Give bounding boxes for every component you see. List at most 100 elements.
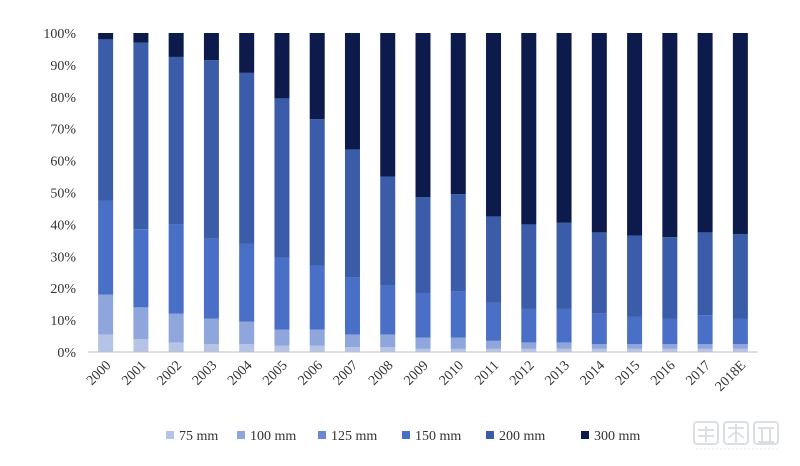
bar-segment <box>274 257 290 330</box>
y-tick-label: 0% <box>57 346 76 361</box>
bar-segment <box>627 348 643 352</box>
x-tick-label: 2008 <box>366 358 396 388</box>
bar-segment <box>98 200 114 295</box>
bar-segment <box>344 347 360 352</box>
x-tick-label: 2016 <box>648 358 678 388</box>
legend-label: 100 mm <box>250 429 296 444</box>
x-tick-label: 2011 <box>472 358 502 388</box>
bar-segment <box>380 33 396 177</box>
bar-segment <box>98 334 114 352</box>
bar-segment <box>380 176 396 286</box>
bar-segment <box>344 334 360 348</box>
x-tick-label: 2006 <box>296 358 326 388</box>
x-tick-label: 2010 <box>437 358 467 388</box>
legend-swatch <box>581 431 589 439</box>
bar-segment <box>133 307 149 340</box>
bar-segment <box>133 339 149 352</box>
bar-segment <box>274 33 290 99</box>
bar-segment <box>697 315 713 345</box>
bar-segment <box>309 119 325 266</box>
bar-segment <box>344 149 360 278</box>
bar-segment <box>697 232 713 316</box>
legend-swatch <box>318 431 326 439</box>
bar-segment <box>556 348 572 352</box>
x-tick-label: 2005 <box>260 358 290 388</box>
bar-segment <box>662 348 678 352</box>
bar-segment <box>486 33 502 217</box>
bar-segment <box>521 33 537 225</box>
bar-segment <box>380 334 396 348</box>
bar-segment <box>450 348 466 352</box>
bar-segment <box>486 340 502 349</box>
bar-segment <box>133 33 149 43</box>
y-tick-label: 10% <box>50 314 76 329</box>
bar-segment <box>344 33 360 150</box>
bar-segment <box>591 344 607 349</box>
bar-segment <box>203 318 219 345</box>
bar-segment <box>133 42 149 230</box>
bar-segment <box>380 285 396 335</box>
y-axis: 0% 10% 20% 30% 40% 50% 60% 70% 80% 90% 100% <box>43 27 76 361</box>
x-tick-label: 2004 <box>225 358 255 388</box>
bar-segment <box>380 347 396 352</box>
y-tick-label: 20% <box>50 282 76 297</box>
bar-segment <box>556 342 572 349</box>
bar-segment <box>556 308 572 343</box>
bar-segment <box>627 316 643 345</box>
y-tick-label: 70% <box>50 123 76 138</box>
bar-segment <box>450 291 466 338</box>
bar-segment <box>521 348 537 352</box>
bar-segment <box>732 233 748 319</box>
legend-label: 125 mm <box>331 429 377 444</box>
bar-segment <box>168 56 184 225</box>
bar-segment <box>239 33 255 73</box>
x-tick-label: 2009 <box>401 358 431 388</box>
bar-segment <box>732 348 748 352</box>
bar-segment <box>415 337 431 349</box>
bar-segment <box>239 243 255 322</box>
bar-segment <box>627 33 643 236</box>
bar-segment <box>521 224 537 309</box>
bar-segment <box>203 238 219 319</box>
bar-segment <box>591 33 607 233</box>
bar-segment <box>732 344 748 349</box>
legend-item: 150 mm <box>402 429 461 444</box>
bar-segment <box>662 237 678 319</box>
legend-item: 75 mm <box>166 429 218 444</box>
bar-segment <box>486 348 502 352</box>
y-tick-label: 40% <box>50 218 76 233</box>
bar-segment <box>697 33 713 233</box>
bar-segment <box>732 33 748 234</box>
bar-segment <box>203 344 219 352</box>
bar-segment <box>309 33 325 120</box>
bar-segment <box>415 348 431 352</box>
x-tick-label: 2017 <box>684 358 714 388</box>
bar-segment <box>450 337 466 349</box>
bar-segment <box>309 329 325 346</box>
bar-segment <box>415 197 431 293</box>
y-tick-label: 60% <box>50 155 76 170</box>
bar-segment <box>344 277 360 335</box>
bar-segment <box>415 33 431 198</box>
legend-item: 200 mm <box>486 429 545 444</box>
bar-segment <box>133 229 149 308</box>
y-tick-label: 90% <box>50 59 76 74</box>
bar-segment <box>697 344 713 349</box>
bar-segment <box>450 194 466 292</box>
bar-segment <box>662 318 678 345</box>
watermark-logo-icon <box>693 421 779 450</box>
x-tick-label: 2013 <box>542 358 572 388</box>
bar-segment <box>239 72 255 244</box>
bar-segment <box>239 344 255 352</box>
legend: 75 mm 100 mm 125 mm 150 mm 200 mm 300 mm <box>166 429 640 444</box>
legend-label: 75 mm <box>179 429 218 444</box>
bar-segment <box>732 318 748 345</box>
x-tick-label: 2000 <box>84 358 114 388</box>
x-tick-label: 2002 <box>155 358 185 388</box>
bar-segment <box>521 308 537 343</box>
x-tick-label: 2003 <box>190 358 220 388</box>
x-axis: 2000 2001 2002 2003 2004 2005 2006 2007 2008 2009… <box>84 358 749 394</box>
legend-swatch <box>486 431 494 439</box>
